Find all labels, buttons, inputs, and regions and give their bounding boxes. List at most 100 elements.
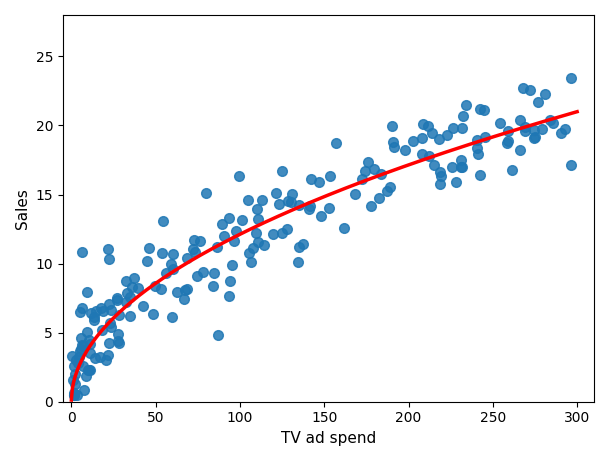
Point: [86, 309, 96, 317]
Point: [475, 105, 485, 112]
Point: [457, 124, 467, 131]
Point: [447, 164, 457, 171]
Point: [181, 254, 191, 261]
Point: [389, 138, 398, 146]
Point: [104, 340, 114, 347]
Point: [473, 150, 483, 158]
Point: [244, 249, 253, 256]
Point: [85, 340, 95, 348]
Point: [77, 334, 86, 342]
Point: [122, 289, 132, 296]
Point: [557, 129, 566, 136]
Point: [457, 163, 466, 171]
Point: [91, 307, 101, 315]
Point: [243, 197, 253, 204]
Point: [84, 337, 94, 344]
Point: [472, 136, 482, 143]
Point: [515, 116, 525, 124]
Point: [202, 189, 211, 197]
Point: [519, 123, 529, 130]
Point: [293, 258, 303, 265]
Point: [104, 351, 113, 358]
Point: [168, 250, 178, 257]
Point: [457, 163, 466, 171]
Point: [182, 285, 192, 292]
Point: [521, 127, 530, 135]
Point: [424, 153, 434, 160]
Point: [107, 307, 116, 314]
Point: [437, 172, 446, 180]
Point: [529, 135, 539, 142]
Point: [79, 342, 88, 349]
Point: [451, 178, 461, 186]
Point: [435, 180, 445, 188]
Point: [283, 225, 292, 232]
Point: [251, 229, 261, 236]
Point: [295, 201, 304, 208]
Point: [374, 195, 384, 202]
Point: [434, 136, 444, 143]
Point: [502, 140, 512, 147]
Point: [84, 367, 94, 374]
Point: [70, 371, 80, 378]
Point: [125, 293, 135, 301]
Point: [283, 197, 292, 205]
Point: [442, 131, 452, 138]
Point: [208, 283, 218, 290]
Point: [128, 274, 138, 282]
Point: [298, 241, 308, 248]
Point: [90, 313, 99, 320]
Point: [213, 331, 223, 339]
Point: [456, 156, 466, 164]
Point: [113, 296, 122, 304]
Point: [304, 205, 314, 213]
Point: [70, 380, 80, 388]
Point: [286, 198, 296, 206]
Point: [548, 119, 558, 127]
Point: [518, 84, 527, 92]
Point: [385, 183, 395, 191]
Point: [227, 261, 237, 269]
Point: [350, 190, 360, 197]
Point: [82, 288, 92, 296]
Point: [423, 123, 432, 130]
Point: [97, 326, 107, 333]
Point: [382, 187, 392, 195]
Point: [287, 190, 297, 198]
Point: [69, 390, 79, 397]
Point: [82, 372, 91, 380]
Point: [387, 122, 396, 130]
Point: [77, 249, 87, 256]
Point: [278, 167, 287, 174]
Point: [77, 341, 86, 349]
Point: [157, 249, 167, 256]
Point: [179, 296, 189, 303]
Point: [121, 278, 131, 285]
Point: [274, 200, 284, 207]
Point: [331, 140, 340, 147]
Point: [230, 237, 239, 244]
Point: [314, 178, 323, 185]
Point: [69, 391, 79, 398]
Point: [172, 288, 182, 296]
Point: [458, 112, 468, 120]
Point: [71, 356, 81, 363]
Point: [73, 359, 83, 366]
Point: [259, 242, 269, 249]
Point: [495, 119, 505, 127]
Point: [217, 220, 227, 228]
Point: [325, 172, 334, 180]
Point: [231, 227, 241, 235]
Point: [69, 391, 79, 398]
Point: [82, 328, 92, 336]
Point: [150, 282, 160, 290]
Point: [113, 337, 122, 344]
Point: [114, 311, 124, 318]
Point: [234, 172, 244, 179]
Point: [449, 124, 459, 132]
Point: [507, 167, 517, 174]
Point: [246, 259, 256, 266]
Point: [121, 298, 131, 306]
Point: [533, 99, 543, 106]
Point: [357, 175, 367, 182]
